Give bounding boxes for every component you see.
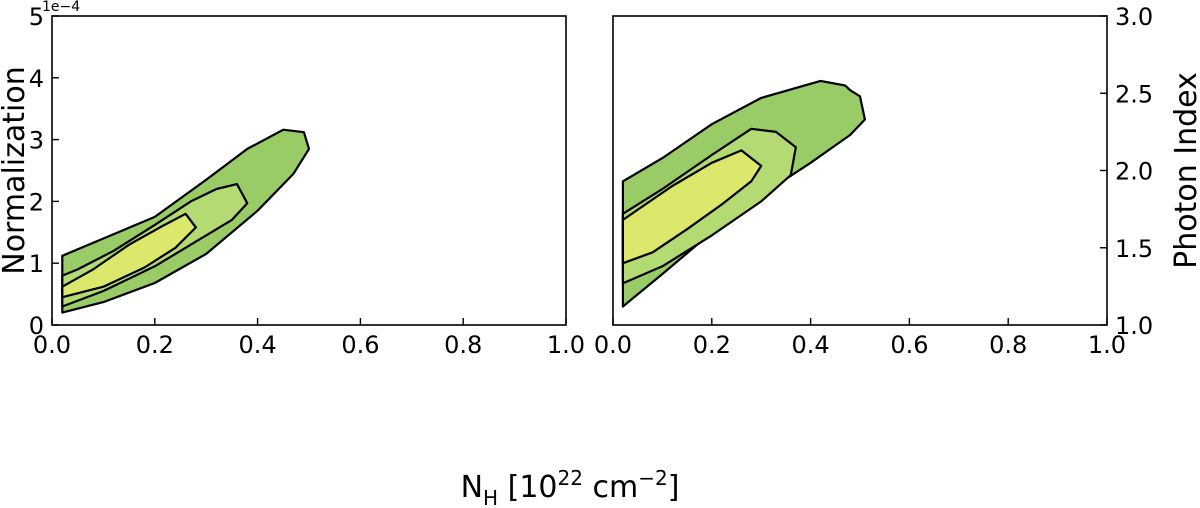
x-axis-label-subscript: H xyxy=(483,486,498,508)
x-tick-label: 0.6 xyxy=(341,331,379,359)
x-tick-label: 0.4 xyxy=(239,331,277,359)
x-tick-label: 0.4 xyxy=(792,331,830,359)
x-axis-label-text: ] xyxy=(668,470,680,505)
x-axis-label-superscript: −2 xyxy=(638,466,667,490)
y-tick-label: 2 xyxy=(29,188,44,216)
y-tick-label: 2.0 xyxy=(1115,158,1153,186)
y-tick-label: 3 xyxy=(29,127,44,155)
x-tick-label: 0.8 xyxy=(444,331,482,359)
y-offset-label: 1e−4 xyxy=(42,0,80,15)
y-axis-label: Photon Index xyxy=(1169,72,1200,269)
y-tick-label: 3.0 xyxy=(1115,3,1153,31)
plot-frame xyxy=(51,15,567,326)
x-axis-label-text: cm xyxy=(583,470,638,505)
y-tick-label: 2.5 xyxy=(1115,80,1153,108)
x-tick-label: 1.0 xyxy=(1088,331,1126,359)
panel-right: 0.0 0.2 0.4 0.6 0.8 1.01.0 1.5 2.0 2.5 3.0 Photon … xyxy=(594,3,1200,359)
contour-inner xyxy=(61,212,197,299)
panel-left: 0.0 0.2 0.4 0.6 0.8 1.0 0 1 2 3 4 5 Normalization 1e−… xyxy=(0,0,585,359)
x-tick-label: 0.0 xyxy=(33,331,71,359)
y-tick-label: 4 xyxy=(29,65,44,93)
x-axis-label: NH [1022 cm−2] xyxy=(461,466,680,508)
x-tick-label: 1.0 xyxy=(547,331,585,359)
x-tick-label: 0.2 xyxy=(136,331,174,359)
x-tick-label: 0.2 xyxy=(693,331,731,359)
y-tick-label: 5 xyxy=(29,3,44,31)
x-axis-label-text: N xyxy=(461,470,483,505)
x-axis-label-superscript: 22 xyxy=(558,466,583,490)
x-tick-label: 0.0 xyxy=(594,331,632,359)
y-tick-label: 0 xyxy=(29,312,44,340)
y-tick-label: 1.0 xyxy=(1115,312,1153,340)
contour-inner xyxy=(621,149,763,265)
y-axis-label: Normalization xyxy=(0,66,32,274)
y-tick-label: 1 xyxy=(29,250,44,278)
y-tick-label: 1.5 xyxy=(1115,235,1153,263)
x-tick-label: 0.6 xyxy=(890,331,928,359)
x-axis-label-text: [10 xyxy=(498,470,557,505)
x-tick-label: 0.8 xyxy=(989,331,1027,359)
